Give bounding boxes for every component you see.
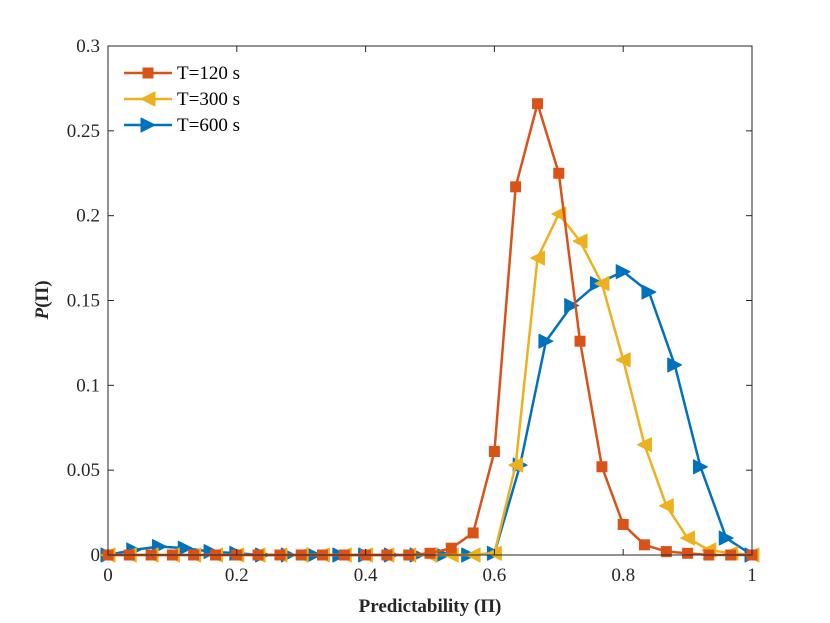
y-tick-label: 0.1 <box>76 375 100 396</box>
legend-label: T=120 s <box>177 63 240 84</box>
data-point <box>692 459 708 475</box>
y-ticks: 0 0.05 0.1 0.15 0.2 0.25 0.3 <box>67 36 752 566</box>
data-point <box>564 298 580 314</box>
y-axis-title: P(Π) <box>32 280 53 320</box>
data-point <box>530 250 546 266</box>
data-point <box>445 542 457 554</box>
y-tick-label: 0.05 <box>67 460 100 481</box>
x-tick-label: 0.2 <box>225 565 249 586</box>
legend: T=120 s T=300 s T=600 s <box>124 63 240 136</box>
y-tick-label: 0.15 <box>67 291 100 312</box>
legend-marker <box>140 91 156 107</box>
data-point <box>718 530 734 546</box>
data-point <box>508 457 524 473</box>
x-tick-label: 0.4 <box>354 565 378 586</box>
data-point <box>538 333 554 349</box>
y-tick-label: 0.25 <box>67 121 100 142</box>
y-tick-label: 0.2 <box>76 206 100 227</box>
data-point <box>488 446 500 458</box>
x-tick-label: 0.6 <box>483 565 507 586</box>
data-point <box>682 547 694 559</box>
y-axis-title-paren: (Π) <box>32 280 53 307</box>
data-point <box>424 547 436 559</box>
legend-item: T=600 s <box>124 115 240 136</box>
x-tick-label: 0.8 <box>611 565 635 586</box>
data-point <box>532 98 544 110</box>
legend-label: T=300 s <box>177 89 240 110</box>
x-tick-label: 1 <box>747 565 757 586</box>
legend-label: T=600 s <box>177 115 240 136</box>
y-tick-label: 0.3 <box>76 36 100 57</box>
x-axis-title: Predictability (Π) <box>359 596 502 617</box>
data-point <box>667 357 683 373</box>
y-axis-title-italic: P <box>32 308 53 321</box>
legend-marker <box>142 67 154 79</box>
data-point <box>594 276 610 292</box>
data-point <box>553 167 565 179</box>
data-point <box>467 527 479 539</box>
y-tick-label: 0 <box>91 545 101 566</box>
data-point <box>510 181 522 193</box>
legend-marker <box>140 117 156 133</box>
data-point <box>574 335 586 347</box>
x-tick-label: 0 <box>103 565 113 586</box>
data-point <box>641 284 657 300</box>
data-point <box>658 498 674 514</box>
data-point <box>638 539 650 551</box>
data-point <box>615 352 631 368</box>
data-point <box>636 437 652 453</box>
data-point <box>572 233 588 249</box>
data-point <box>617 518 629 530</box>
data-point <box>596 461 608 473</box>
data-point <box>615 264 631 280</box>
data-point <box>660 546 672 558</box>
x-ticks: 0 0.2 0.4 0.6 0.8 1 <box>103 46 757 586</box>
plot-area <box>108 46 752 555</box>
data-point <box>680 530 696 546</box>
legend-item: T=300 s <box>124 89 240 110</box>
legend-item: T=120 s <box>124 63 240 84</box>
